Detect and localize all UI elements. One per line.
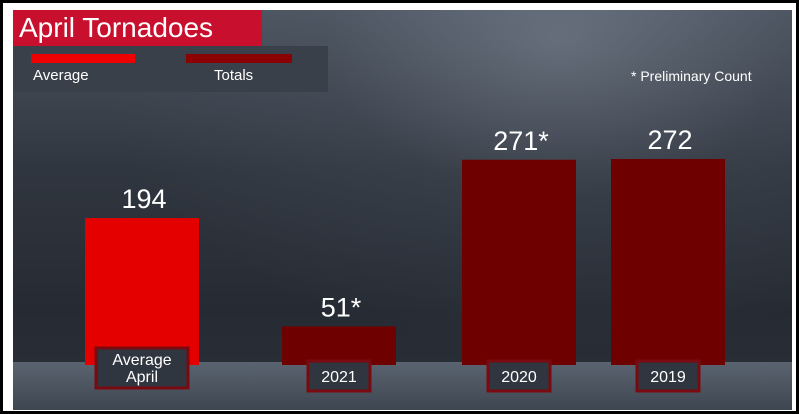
category-label-3: 2020 (501, 369, 537, 386)
category-label-4: 2019 (650, 369, 686, 386)
bar-2 (282, 326, 396, 365)
value-label-1: 194 (121, 184, 166, 214)
value-label-4: 272 (647, 125, 692, 155)
broadcast-graphic: April Tornadoes Average Totals * Prelimi… (13, 10, 792, 410)
category-label-2: 2021 (321, 369, 357, 386)
value-label-2: 51* (321, 292, 362, 322)
bar-3 (462, 160, 576, 365)
value-label-3: 271* (493, 126, 549, 156)
bar-4 (611, 159, 725, 365)
bar-1 (85, 218, 199, 365)
